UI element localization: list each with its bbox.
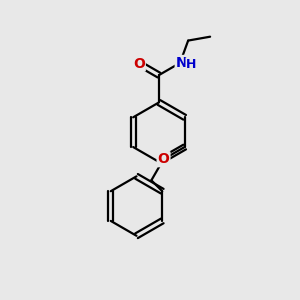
Text: O: O bbox=[158, 152, 169, 166]
Text: O: O bbox=[133, 56, 145, 70]
Text: H: H bbox=[186, 58, 196, 71]
Text: N: N bbox=[176, 56, 187, 70]
